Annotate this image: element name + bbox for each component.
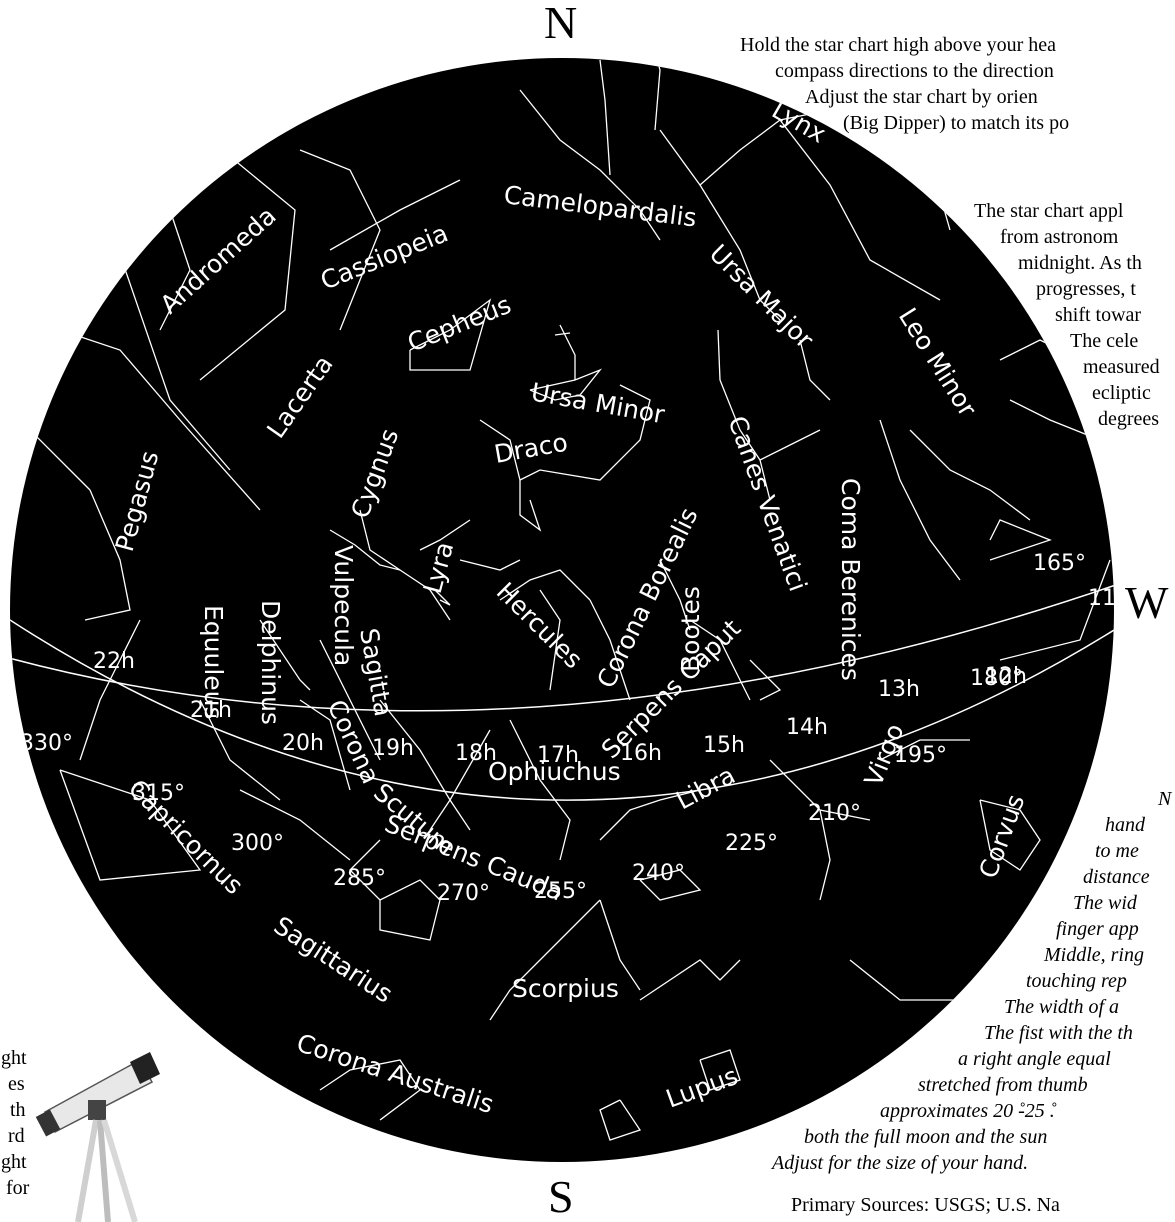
- tick-17h: 17h: [537, 743, 579, 768]
- instructions-mid-line-5: shift towar: [1055, 304, 1142, 326]
- label-ophiuchus: Ophiuchus: [488, 757, 621, 786]
- tick-165: 165°: [1033, 551, 1086, 576]
- instructions-top-line-1: Hold the star chart high above your hea: [740, 34, 1057, 56]
- tick-270: 270°: [437, 881, 490, 906]
- hand-line-5: The wid: [1073, 892, 1137, 914]
- hand-line-15: Adjust for the size of your hand.: [772, 1152, 1029, 1174]
- tick-11: 11: [1088, 586, 1116, 611]
- label-equuleus: Equuleus: [199, 605, 228, 720]
- hand-line-12: stretched from thumb: [918, 1074, 1088, 1096]
- tick-315: 315°: [132, 781, 185, 806]
- tick-12h: 12h: [985, 664, 1027, 689]
- tick-14h: 14h: [786, 715, 828, 740]
- tick-225: 225°: [725, 831, 778, 856]
- label-vulpecula: Vulpecula: [329, 545, 358, 666]
- hand-line-14: both the full moon and the sun: [804, 1126, 1048, 1148]
- hand-line-7: Middle, ring: [1044, 944, 1144, 966]
- label-coma-berenices: Coma Berenices: [836, 478, 865, 681]
- left-fragment-line-4: rd: [8, 1125, 25, 1147]
- tick-210: 210°: [808, 801, 861, 826]
- south-label: S: [548, 1171, 574, 1222]
- tick-20h: 20h: [282, 731, 324, 756]
- hand-line-13: approximates 20 ̊-25 ̊.: [880, 1100, 1055, 1122]
- north-label: N: [544, 0, 578, 48]
- constellation-lines: [10, 58, 1111, 1141]
- instructions-top-line-2: compass directions to the direction: [775, 60, 1054, 82]
- telescope-icon: [35, 1052, 160, 1222]
- hand-line-3: to me: [1095, 840, 1139, 862]
- tick-285: 285°: [333, 866, 386, 891]
- instructions-mid-line-4: progresses, t: [1036, 278, 1136, 300]
- instructions-mid-line-6: The cele: [1070, 330, 1139, 352]
- label-delphinus: Delphinus: [256, 600, 285, 725]
- tick-16h: 16h: [620, 741, 662, 766]
- left-fragment-line-2: es: [8, 1073, 25, 1095]
- hand-line-8: touching rep: [1026, 970, 1127, 992]
- tick-180: 180°: [970, 666, 1023, 691]
- tick-300: 300°: [231, 831, 284, 856]
- tick-255: 255°: [534, 879, 587, 904]
- tick-15h: 15h: [703, 733, 745, 758]
- label-scorpius: Scorpius: [512, 974, 619, 1003]
- celestial-equator-line: [10, 579, 1114, 712]
- ecliptic-line: [10, 599, 1114, 801]
- tick-21h: 21h: [190, 698, 232, 723]
- tick-240: 240°: [632, 861, 685, 886]
- instructions-mid-line-2: from astronom: [1000, 226, 1119, 248]
- left-fragment-line-5: ght: [1, 1151, 27, 1173]
- left-fragment-line-3: th: [10, 1099, 26, 1121]
- hand-line-11: a right angle equal: [958, 1048, 1111, 1070]
- tick-18h: 18h: [455, 741, 497, 766]
- instructions-mid-line-1: The star chart appl: [974, 200, 1124, 222]
- hand-line-2: hand: [1105, 814, 1145, 836]
- label-bootes: Bootes: [676, 586, 705, 672]
- tick-330: 330°: [20, 731, 73, 756]
- hand-line-9: The width of a: [1004, 996, 1120, 1018]
- tick-13h: 13h: [878, 677, 920, 702]
- hand-line-6: finger app: [1056, 918, 1139, 940]
- left-fragment-line-6: for: [6, 1177, 30, 1199]
- left-fragment-line-1: ght: [1, 1047, 27, 1069]
- instructions-mid-line-9: degrees: [1098, 408, 1160, 430]
- tick-22h: 22h: [93, 649, 135, 674]
- instructions-mid-line-8: ecliptic: [1092, 382, 1151, 404]
- tick-195: 195°: [894, 743, 947, 768]
- instructions-top-line-4: (Big Dipper) to match its po: [843, 112, 1070, 134]
- ecliptic-ticks: 22h 21h 20h 19h 18h 17h 16h 15h 14h 13h …: [20, 551, 1116, 906]
- sky-disc: [10, 58, 1114, 1162]
- hand-line-10: The fist with the th: [984, 1022, 1133, 1044]
- instructions-top-line-3: Adjust the star chart by orien: [805, 86, 1038, 108]
- west-label: W: [1125, 577, 1169, 628]
- tick-19h: 19h: [372, 736, 414, 761]
- instructions-mid-line-7: measured: [1083, 356, 1160, 378]
- sources-text: Primary Sources: USGS; U.S. Na: [791, 1194, 1060, 1216]
- hand-line-1: N: [1158, 788, 1172, 810]
- hand-line-4: distance: [1083, 866, 1150, 888]
- instructions-mid-line-3: midnight. As th: [1018, 252, 1142, 274]
